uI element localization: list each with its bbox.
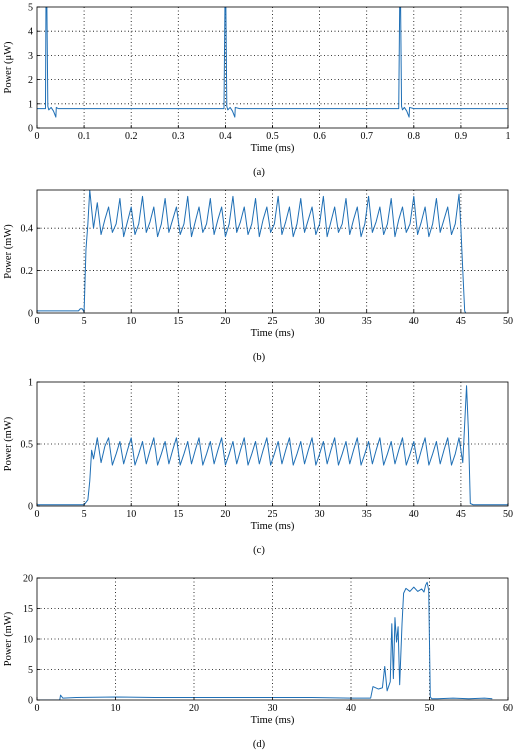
panel-c-x-tick-label: 35 [362, 509, 372, 520]
panel-a-x-tick-label: 0.1 [78, 131, 91, 142]
panel-b-y-label: Power (mW) [3, 224, 14, 279]
panel-c-x-tick-label: 45 [456, 509, 466, 520]
panel-b-x-tick-label: 0 [35, 316, 40, 327]
panel-a-plot [37, 7, 508, 118]
panel-d-x-tick-label: 0 [35, 703, 40, 714]
panel-c-y-ticks: 00.51 [21, 378, 40, 513]
panel-a-y-tick-label: 4 [28, 27, 33, 38]
panel-a-y-ticks: 0 1 2 3 4 5 [28, 3, 40, 135]
panel-d-plot [37, 581, 493, 700]
panel-c-y-tick-label: 1 [28, 378, 33, 389]
panel-d-grid [37, 578, 508, 700]
panel-d: 0 10 20 30 40 50 60 0 5 10 15 20 Time (ms) Power (… [3, 574, 513, 751]
panel-b-x-tick-label: 20 [220, 316, 230, 327]
panel-b-y-tick-label: 0.4 [21, 224, 34, 235]
panel-b-y-tick-label: 0 [28, 309, 33, 320]
panel-d-x-tick-label: 10 [111, 703, 121, 714]
panel-d-x-tick-label: 20 [189, 703, 199, 714]
panel-b-y-tick-label: 0.2 [21, 266, 34, 277]
panel-b-x-ticks: 0 5 10 15 20 25 30 35 40 45 50 [35, 310, 513, 327]
panel-b-plot [37, 190, 467, 313]
panel-a-y-tick-label: 0 [28, 124, 33, 135]
panel-a-x-tick-label: 0.6 [313, 131, 326, 142]
panel-c-plot [37, 385, 508, 506]
panel-b-x-tick-label: 45 [456, 316, 466, 327]
panel-b-x-label: Time (ms) [251, 328, 295, 339]
panel-b-x-tick-label: 40 [409, 316, 419, 327]
panel-c-x-tick-label: 30 [315, 509, 325, 520]
panel-d-series-line [37, 581, 493, 700]
panel-d-x-ticks: 0 10 20 30 40 50 60 [35, 697, 513, 714]
panel-d-x-tick-label: 60 [503, 703, 513, 714]
panel-a-series-line [37, 7, 508, 118]
panel-d-y-tick-label: 15 [23, 604, 33, 615]
panel-b-grid [37, 190, 508, 313]
panel-c-grid [37, 382, 508, 506]
panel-b-x-tick-label: 35 [362, 316, 372, 327]
panel-c-x-tick-label: 0 [35, 509, 40, 520]
panel-d-caption: (d) [253, 739, 266, 750]
panel-b-x-tick-label: 15 [173, 316, 183, 327]
panel-a-y-tick-label: 1 [28, 99, 33, 110]
panel-c-x-tick-label: 40 [409, 509, 419, 520]
panel-b-caption: (b) [253, 352, 266, 363]
panel-d-x-tick-label: 40 [346, 703, 356, 714]
panel-c-x-tick-label: 15 [173, 509, 183, 520]
panel-b: 0 5 10 15 20 25 30 35 40 45 50 0 0.2 0.4 Time (ms) P… [3, 189, 513, 363]
panel-c-y-label: Power (mW) [3, 416, 14, 471]
panel-b-x-tick-label: 5 [82, 316, 87, 327]
panel-b-series-line [37, 190, 467, 313]
panel-d-x-label: Time (ms) [251, 715, 295, 726]
panel-d-x-tick-label: 50 [425, 703, 435, 714]
panel-d-y-ticks: 0 5 10 15 20 [23, 574, 40, 707]
panel-a-x-label: Time (ms) [251, 143, 295, 154]
panel-a-y-tick-label: 5 [28, 3, 33, 14]
panel-a-x-tick-label: 0.3 [172, 131, 185, 142]
panel-a-x-tick-label: 1 [506, 131, 511, 142]
panel-c-series-line [37, 385, 508, 506]
panel-a-y-tick-label: 3 [28, 51, 33, 62]
panel-b-y-ticks: 0 0.2 0.4 [21, 224, 40, 320]
panel-a: 0 0.1 0.2 0.3 0.4 0.5 0.6 0.7 0.8 0.9 1 0 1 2 3 4 5 Tim… [3, 3, 511, 179]
panel-b-x-tick-label: 10 [126, 316, 136, 327]
panel-a-x-tick-label: 0 [35, 131, 40, 142]
panel-c-x-tick-label: 5 [82, 509, 87, 520]
panel-c-x-tick-label: 50 [503, 509, 513, 520]
panel-a-caption: (a) [253, 167, 265, 178]
panel-a-x-tick-label: 0.8 [408, 131, 421, 142]
panel-c-x-label: Time (ms) [251, 521, 295, 532]
panel-c-y-tick-label: 0.5 [21, 440, 34, 451]
panel-d-y-tick-label: 0 [28, 696, 33, 707]
panel-a-y-label: Power (μW) [3, 41, 14, 93]
panel-a-x-tick-label: 0.2 [125, 131, 138, 142]
panel-c-y-tick-label: 0 [28, 502, 33, 513]
panel-c-x-ticks: 0 5 10 15 20 25 30 35 40 45 50 [35, 503, 513, 520]
panel-a-x-tick-label: 0.4 [219, 131, 232, 142]
panel-c-caption: (c) [253, 545, 265, 556]
panel-d-y-tick-label: 5 [28, 665, 33, 676]
panel-a-x-tick-label: 0.9 [455, 131, 468, 142]
panel-c: 0 5 10 15 20 25 30 35 40 45 50 00.51 Time (ms) Pow… [3, 378, 513, 557]
panel-c-x-tick-label: 10 [126, 509, 136, 520]
panel-b-x-tick-label: 30 [315, 316, 325, 327]
panel-a-x-tick-label: 0.5 [266, 131, 279, 142]
panel-c-x-tick-label: 25 [268, 509, 278, 520]
panel-d-y-label: Power (mW) [3, 611, 14, 666]
panel-a-y-tick-label: 2 [28, 75, 33, 86]
panel-d-y-tick-label: 20 [23, 574, 33, 585]
panel-b-x-tick-label: 50 [503, 316, 513, 327]
panel-d-x-tick-label: 30 [268, 703, 278, 714]
panel-b-x-tick-label: 25 [268, 316, 278, 327]
panel-c-x-tick-label: 20 [220, 509, 230, 520]
panel-a-grid [37, 7, 508, 128]
panel-a-x-tick-label: 0.7 [360, 131, 373, 142]
panel-d-y-tick-label: 10 [23, 635, 33, 646]
panel-a-x-ticks: 0 0.1 0.2 0.3 0.4 0.5 0.6 0.7 0.8 0.9 1 [35, 125, 511, 142]
